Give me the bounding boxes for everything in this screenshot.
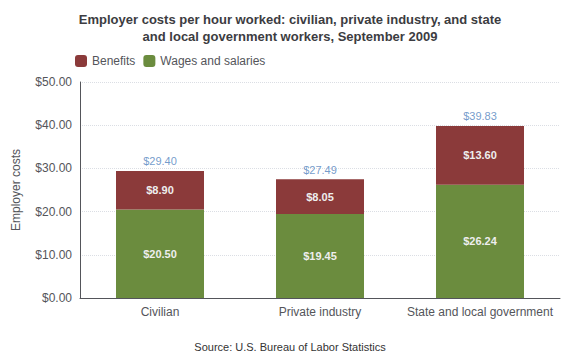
svg-text:State and local government: State and local government — [407, 305, 554, 319]
svg-text:$19.45: $19.45 — [303, 250, 337, 262]
svg-text:$29.40: $29.40 — [143, 155, 177, 167]
svg-text:$8.90: $8.90 — [146, 184, 174, 196]
svg-text:Private industry: Private industry — [279, 305, 362, 319]
svg-text:$27.49: $27.49 — [303, 164, 337, 176]
svg-text:Employer costs: Employer costs — [9, 149, 23, 231]
svg-text:Civilian: Civilian — [141, 305, 180, 319]
svg-text:$40.00: $40.00 — [35, 118, 72, 132]
svg-text:$13.60: $13.60 — [463, 149, 497, 161]
svg-text:$50.00: $50.00 — [35, 75, 72, 89]
svg-text:$20.00: $20.00 — [35, 205, 72, 219]
svg-text:$26.24: $26.24 — [463, 235, 498, 247]
svg-text:$39.83: $39.83 — [463, 110, 497, 122]
svg-text:Wages and salaries: Wages and salaries — [160, 54, 265, 68]
svg-text:$20.50: $20.50 — [143, 248, 177, 260]
svg-text:Benefits: Benefits — [92, 54, 135, 68]
svg-text:Source: U.S. Bureau of Labor S: Source: U.S. Bureau of Labor Statistics — [194, 341, 386, 353]
svg-text:$8.05: $8.05 — [306, 191, 334, 203]
svg-text:$30.00: $30.00 — [35, 161, 72, 175]
svg-text:and local government workers,: and local government workers, September … — [143, 29, 438, 44]
svg-text:Employer costs per hour worked: Employer costs per hour worked: civilian… — [79, 12, 501, 27]
svg-text:$10.00: $10.00 — [35, 248, 72, 262]
svg-text:$0.00: $0.00 — [42, 291, 72, 305]
